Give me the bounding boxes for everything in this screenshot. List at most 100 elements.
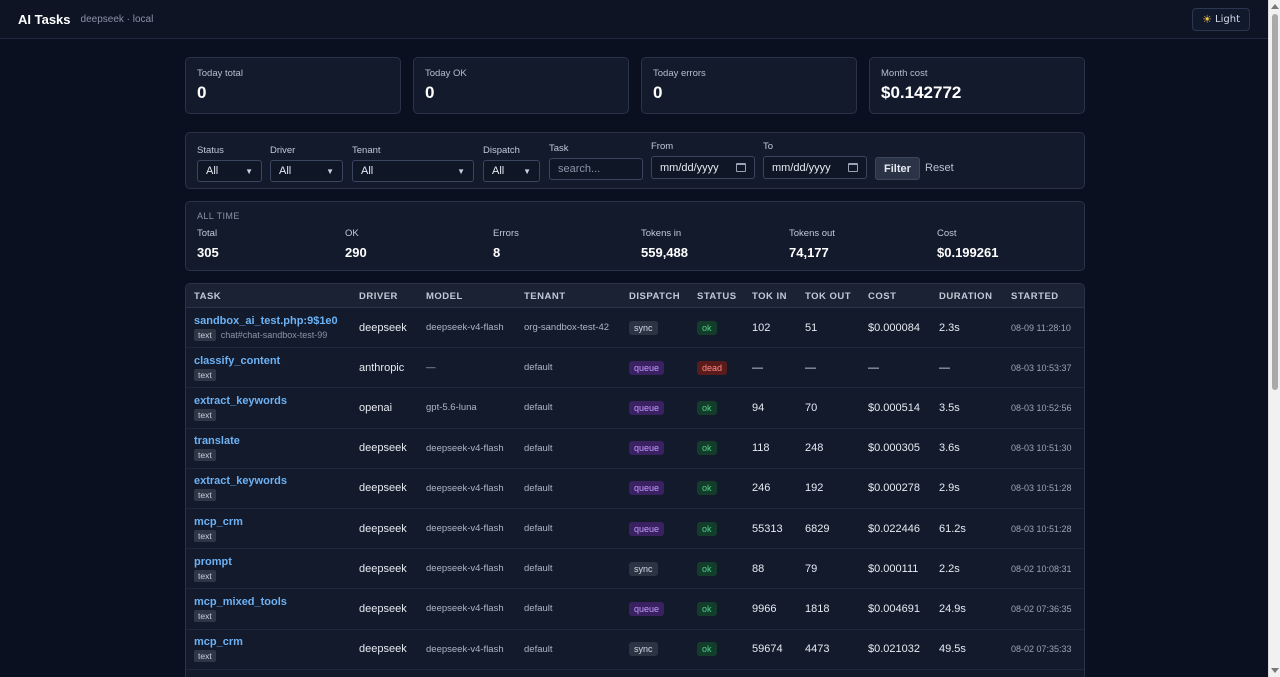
task-type-tag: text bbox=[194, 368, 216, 381]
table-row[interactable]: prompt text deepseek deepseek-v4-flash d… bbox=[186, 549, 1084, 590]
started-cell: 08-02 07:35:33 bbox=[1011, 644, 1072, 655]
stat-value: 290 bbox=[345, 245, 367, 260]
table-row[interactable]: mcp_crm text deepseek deepseek-v4-flash … bbox=[186, 630, 1084, 670]
task-search-input[interactable]: search... bbox=[549, 158, 643, 180]
cost-cell: $0.000514 bbox=[868, 401, 920, 414]
tenant-cell: default bbox=[524, 523, 553, 535]
stat-label: Errors bbox=[493, 228, 519, 239]
column-header-tok-out[interactable]: TOK OUT bbox=[805, 291, 852, 302]
tenant-select[interactable]: All ▼ bbox=[352, 160, 474, 182]
tok-in-cell: 102 bbox=[752, 321, 771, 334]
task-name-link[interactable]: mcp_mixed_tools bbox=[194, 595, 287, 608]
theme-toggle-label: Light bbox=[1215, 13, 1240, 25]
duration-cell: 49.5s bbox=[939, 643, 966, 656]
column-header-tenant[interactable]: TENANT bbox=[524, 291, 566, 302]
dispatch-badge: queue bbox=[629, 481, 665, 496]
task-cell: extract_keywords text bbox=[194, 469, 287, 508]
scrollbar-thumb[interactable] bbox=[1272, 14, 1278, 390]
tenant-cell: default bbox=[524, 563, 553, 575]
table-row[interactable]: classify_content text anthropic — defaul… bbox=[186, 348, 1084, 389]
from-date-input[interactable]: mm/dd/yyyy bbox=[651, 156, 755, 179]
status-badge: ok bbox=[697, 642, 717, 657]
to-filter-label: To bbox=[763, 141, 774, 152]
task-cell: classify_content text bbox=[194, 348, 280, 387]
dispatch-select[interactable]: All ▼ bbox=[483, 160, 540, 182]
task-type-tag: text bbox=[194, 328, 216, 341]
tenant-cell: default bbox=[524, 482, 553, 494]
column-header-duration[interactable]: DURATION bbox=[939, 291, 993, 302]
model-cell: deepseek-v4-flash bbox=[426, 523, 504, 535]
calendar-icon[interactable] bbox=[736, 163, 746, 172]
driver-cell: deepseek bbox=[359, 643, 407, 656]
scroll-down-icon[interactable] bbox=[1271, 668, 1279, 673]
task-name-link[interactable]: prompt bbox=[194, 555, 232, 568]
task-name-link[interactable]: extract_keywords bbox=[194, 475, 287, 488]
table-row[interactable]: extract_keywords text openai gpt-5.6-lun… bbox=[186, 388, 1084, 429]
model-cell: — bbox=[426, 362, 436, 374]
status-badge: ok bbox=[697, 601, 717, 616]
summary-cards: Today total 0 Today OK 0 Today errors 0 … bbox=[185, 57, 1085, 114]
dispatch-badge: queue bbox=[629, 441, 665, 456]
tenant-cell: default bbox=[524, 402, 553, 414]
status-cell: ok bbox=[697, 549, 717, 588]
status-filter-label: Status bbox=[197, 145, 224, 156]
column-header-cost[interactable]: COST bbox=[868, 291, 897, 302]
started-cell: 08-02 10:08:31 bbox=[1011, 563, 1072, 574]
task-name-link[interactable]: mcp_crm bbox=[194, 515, 243, 528]
column-header-started[interactable]: STARTED bbox=[1011, 291, 1059, 302]
driver-cell: deepseek bbox=[359, 321, 407, 334]
task-search-placeholder: search... bbox=[558, 163, 601, 175]
table-body: sandbox_ai_test.php:9$1e0 text chat#chat… bbox=[186, 308, 1084, 670]
status-badge: ok bbox=[697, 320, 717, 335]
filter-button[interactable]: Filter bbox=[875, 157, 920, 180]
page-scrollbar[interactable] bbox=[1268, 0, 1280, 677]
column-header-task[interactable]: TASK bbox=[194, 291, 222, 302]
duration-cell: 2.3s bbox=[939, 321, 960, 334]
tenant-cell: default bbox=[524, 603, 553, 615]
dispatch-badge: queue bbox=[629, 601, 665, 616]
task-name-link[interactable]: translate bbox=[194, 435, 240, 448]
from-filter-label: From bbox=[651, 141, 674, 152]
column-header-driver[interactable]: DRIVER bbox=[359, 291, 398, 302]
task-name-link[interactable]: sandbox_ai_test.php:9$1e0 bbox=[194, 314, 338, 327]
model-cell: gpt-5.6-luna bbox=[426, 402, 477, 414]
status-badge: ok bbox=[697, 441, 717, 456]
to-date-placeholder: mm/dd/yyyy bbox=[772, 161, 831, 174]
column-header-dispatch[interactable]: DISPATCH bbox=[629, 291, 681, 302]
task-name-link[interactable]: classify_content bbox=[194, 354, 281, 367]
to-filter: To mm/dd/yyyy bbox=[763, 141, 867, 179]
column-header-tok-in[interactable]: TOK IN bbox=[752, 291, 788, 302]
model-cell: deepseek-v4-flash bbox=[426, 563, 504, 575]
started-cell: 08-03 10:51:28 bbox=[1011, 523, 1072, 534]
table-row[interactable]: mcp_crm text deepseek deepseek-v4-flash … bbox=[186, 509, 1084, 550]
model-cell: deepseek-v4-flash bbox=[426, 322, 504, 334]
sun-icon: ☀ bbox=[1202, 12, 1213, 26]
table-row[interactable]: mcp_mixed_tools text deepseek deepseek-v… bbox=[186, 589, 1084, 630]
dispatch-cell: queue bbox=[629, 589, 665, 628]
table-row[interactable]: sandbox_ai_test.php:9$1e0 text chat#chat… bbox=[186, 308, 1084, 349]
all-time-stat-errors: Errors 8 bbox=[493, 228, 519, 260]
column-header-model[interactable]: MODEL bbox=[426, 291, 463, 302]
scroll-up-icon[interactable] bbox=[1271, 4, 1279, 9]
table-row[interactable]: translate text deepseek deepseek-v4-flas… bbox=[186, 429, 1084, 469]
all-time-stats: ALL TIME Total 305 OK 290 Errors 8 Token… bbox=[185, 201, 1085, 271]
task-meta: text bbox=[194, 609, 221, 622]
summary-card-label: Today errors bbox=[653, 68, 706, 79]
task-name-link[interactable]: extract_keywords bbox=[194, 394, 287, 407]
duration-cell: 2.2s bbox=[939, 562, 960, 575]
table-row[interactable]: extract_keywords text deepseek deepseek-… bbox=[186, 469, 1084, 509]
dispatch-cell: sync bbox=[629, 630, 658, 669]
tok-out-cell: 51 bbox=[805, 321, 818, 334]
driver-cell: openai bbox=[359, 401, 393, 414]
calendar-icon[interactable] bbox=[848, 163, 858, 172]
cost-cell: $0.000278 bbox=[868, 482, 920, 495]
dispatch-filter-label: Dispatch bbox=[483, 145, 520, 156]
theme-toggle-button[interactable]: ☀ Light bbox=[1192, 7, 1250, 31]
driver-select[interactable]: All ▼ bbox=[270, 160, 343, 182]
task-type-tag: text bbox=[194, 408, 216, 421]
reset-button[interactable]: Reset bbox=[925, 162, 954, 174]
column-header-status[interactable]: STATUS bbox=[697, 291, 737, 302]
task-name-link[interactable]: mcp_crm bbox=[194, 636, 243, 649]
status-select[interactable]: All ▼ bbox=[197, 160, 262, 182]
to-date-input[interactable]: mm/dd/yyyy bbox=[763, 156, 867, 179]
